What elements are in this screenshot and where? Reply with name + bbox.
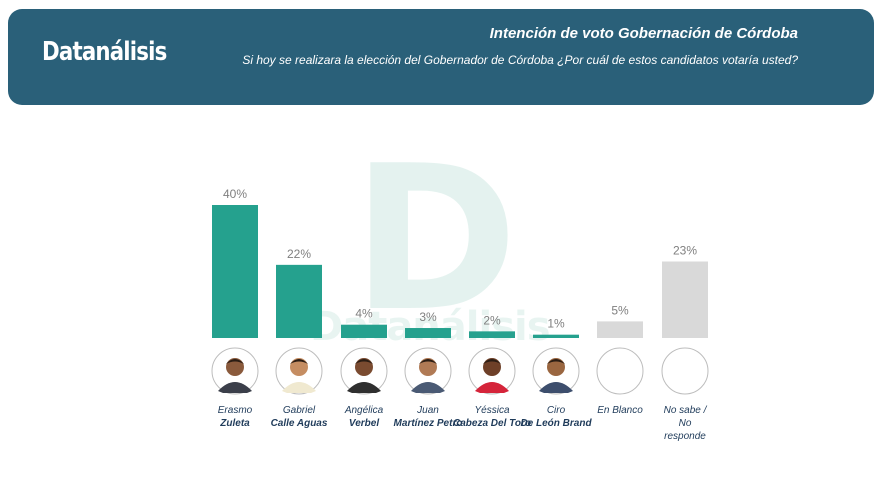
candidate-last-name: Cabeza Del Toro (453, 418, 531, 429)
avatar-body (411, 382, 445, 393)
candidate-name: Juan Martínez Petro (383, 404, 473, 430)
candidate-last-name: Calle Aguas (270, 418, 328, 429)
photo-frame (661, 347, 709, 395)
header-banner: Datanálisis Intención de voto Gobernació… (8, 9, 874, 105)
avatar-head (290, 358, 308, 376)
avatar-body (347, 382, 381, 393)
avatar-body (539, 382, 573, 393)
bar (469, 331, 515, 338)
candidate-first-name: No sabe / No responde (663, 405, 707, 442)
data-label: 23% (673, 244, 697, 258)
candidate-name: Gabriel Calle Aguas (254, 404, 344, 430)
avatar-hair (226, 359, 244, 364)
avatar-body (282, 382, 316, 393)
candidate-first-name: Ciro (546, 405, 566, 416)
candidate-name: Angélica Verbel (319, 404, 409, 430)
candidate-last-name: Martínez Petro (393, 418, 463, 429)
avatar-hair (355, 359, 373, 364)
candidate-first-name: Gabriel (282, 405, 316, 416)
avatar-hair (483, 359, 501, 364)
data-label: 5% (611, 303, 629, 317)
candidate-first-name: Erasmo (217, 405, 253, 416)
avatar-hair (290, 359, 308, 364)
candidate-name: No sabe / No responde (657, 404, 713, 443)
candidate-last-name: Zuleta (220, 418, 250, 429)
candidate-first-name: Yéssica (474, 405, 510, 416)
bar (276, 264, 322, 338)
photo-frame (596, 347, 644, 395)
bar (341, 324, 387, 338)
data-label: 3% (419, 310, 437, 324)
avatar-body (475, 382, 509, 393)
watermark-letter: D (352, 123, 519, 356)
candidate-name: En Blanco (575, 404, 665, 417)
candidate-first-name: Juan (417, 405, 439, 416)
bar (405, 328, 451, 338)
avatar-hair (547, 359, 565, 364)
candidate-last-name: Verbel (348, 418, 380, 429)
candidate-name: Yéssica Cabeza Del Toro (447, 404, 537, 430)
candidate-name: Erasmo Zuleta (190, 404, 280, 430)
candidate-name: Ciro De León Brand (511, 404, 601, 430)
avatar-head (419, 358, 437, 376)
data-label: 1% (547, 317, 565, 331)
data-label: 22% (287, 247, 311, 261)
avatar-hair (419, 359, 437, 364)
brand-logo: Datanálisis (42, 37, 167, 67)
bar (662, 261, 708, 338)
data-label: 4% (355, 307, 373, 321)
avatar-head (483, 358, 501, 376)
bar (212, 205, 258, 338)
candidate-last-name: De León Brand (520, 418, 592, 429)
chart-title: Intención de voto Gobernación de Córdoba (489, 25, 798, 42)
chart-subtitle: Si hoy se realizara la elección del Gobe… (242, 53, 798, 67)
candidate-first-name: En Blanco (597, 405, 643, 416)
bar (533, 334, 579, 338)
bar (597, 321, 643, 338)
candidate-first-name: Angélica (344, 405, 384, 416)
avatar-head (355, 358, 373, 376)
avatar-head (547, 358, 565, 376)
avatar-head (226, 358, 244, 376)
avatar-body (218, 382, 252, 393)
data-label: 2% (483, 313, 501, 327)
data-label: 40% (223, 187, 247, 201)
